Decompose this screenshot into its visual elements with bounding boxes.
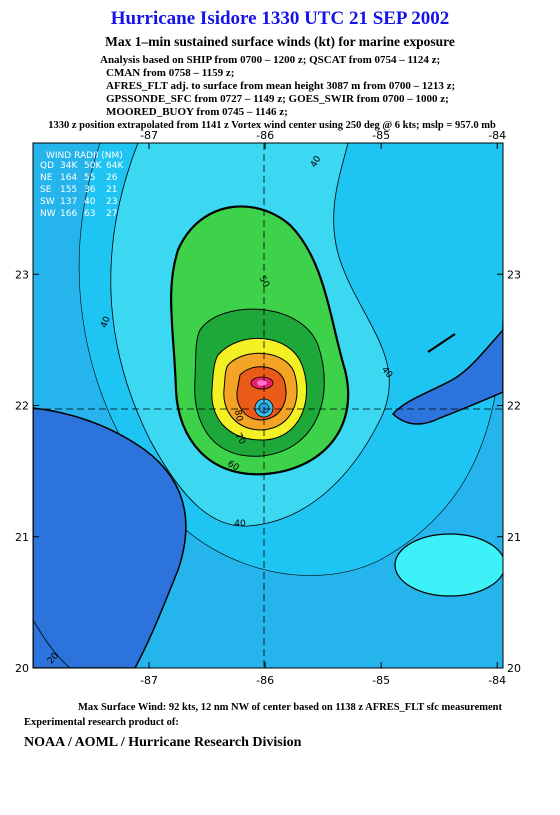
table-header: 50K bbox=[84, 161, 102, 171]
y-tick-label: 22 bbox=[507, 400, 521, 413]
analysis-line: GPSSONDE_SFC from 0727 – 1149 z; GOES_SW… bbox=[106, 93, 449, 105]
position-note: 1330 z position extrapolated from 1141 z… bbox=[48, 120, 496, 131]
table-cell: SE bbox=[40, 185, 52, 195]
table-cell: SW bbox=[40, 197, 55, 207]
y-tick-label: 20 bbox=[507, 662, 521, 675]
x-tick-label: -84 bbox=[488, 129, 506, 142]
analysis-line: AFRES_FLT adj. to surface from mean heig… bbox=[106, 80, 455, 92]
x-tick-label: -86 bbox=[256, 129, 274, 142]
y-tick-label: 21 bbox=[15, 531, 29, 544]
table-header: 64K bbox=[106, 161, 124, 171]
contour-20 bbox=[33, 619, 71, 668]
table-cell: NE bbox=[40, 173, 53, 183]
table-header: 34K bbox=[60, 161, 78, 171]
table-title: WIND RADII (NM) bbox=[46, 151, 123, 161]
max-wind: Max Surface Wind: 92 kts, 12 nm NW of ce… bbox=[78, 702, 503, 713]
table-cell: 55 bbox=[84, 173, 95, 183]
x-tick-label: -84 bbox=[488, 674, 506, 687]
contour-max bbox=[257, 380, 267, 386]
x-tick-label: -85 bbox=[372, 674, 390, 687]
table-cell: 164 bbox=[60, 173, 77, 183]
land-yucatan bbox=[33, 407, 187, 668]
coast bbox=[427, 333, 456, 353]
analysis-line: CMAN from 0758 – 1159 z; bbox=[106, 67, 234, 79]
table-cell: 26 bbox=[106, 173, 118, 183]
y-tick-label: 23 bbox=[507, 268, 521, 281]
contour-label: 40 bbox=[99, 315, 112, 329]
analysis-line: Analysis based on SHIP from 0700 – 1200 … bbox=[100, 54, 440, 66]
x-tick-label: -87 bbox=[140, 129, 158, 142]
contour-ellipse bbox=[394, 533, 503, 597]
table-cell: 63 bbox=[84, 209, 95, 219]
x-tick-label: -87 bbox=[140, 674, 158, 687]
table-cell: 155 bbox=[60, 185, 77, 195]
table-cell: 137 bbox=[60, 197, 77, 207]
table-cell: 21 bbox=[106, 185, 117, 195]
x-tick-label: -86 bbox=[256, 674, 274, 687]
contour-label: 80 bbox=[232, 409, 244, 422]
map bbox=[33, 143, 503, 668]
x-tick-label: -85 bbox=[372, 129, 390, 142]
title: Hurricane Isidore 1330 UTC 21 SEP 2002 bbox=[111, 8, 450, 29]
contour-label: 40 bbox=[234, 519, 246, 529]
table-cell: 27 bbox=[106, 209, 117, 219]
table-cell: 23 bbox=[106, 197, 117, 207]
y-tick-label: 23 bbox=[15, 268, 29, 281]
analysis-line: MOORED_BUOY from 0745 – 1146 z; bbox=[106, 106, 288, 118]
y-tick-label: 21 bbox=[507, 531, 521, 544]
product: Experimental research product of: bbox=[24, 717, 179, 728]
subtitle: Max 1–min sustained surface winds (kt) f… bbox=[105, 34, 455, 49]
land-cuba bbox=[391, 328, 503, 425]
wind-radii-table: WIND RADII (NM)QD 34K 50K 64K NE 164 55 26 SE 155… bbox=[40, 151, 124, 219]
table-cell: 166 bbox=[60, 209, 77, 219]
y-tick-label: 20 bbox=[15, 662, 29, 675]
y-tick-label: 22 bbox=[15, 400, 29, 413]
org: NOAA / AOML / Hurricane Research Divisio… bbox=[24, 735, 302, 750]
table-cell: 40 bbox=[84, 197, 96, 207]
table-cell: 36 bbox=[84, 185, 96, 195]
table-header: QD bbox=[40, 161, 54, 171]
table-cell: NW bbox=[40, 209, 56, 219]
